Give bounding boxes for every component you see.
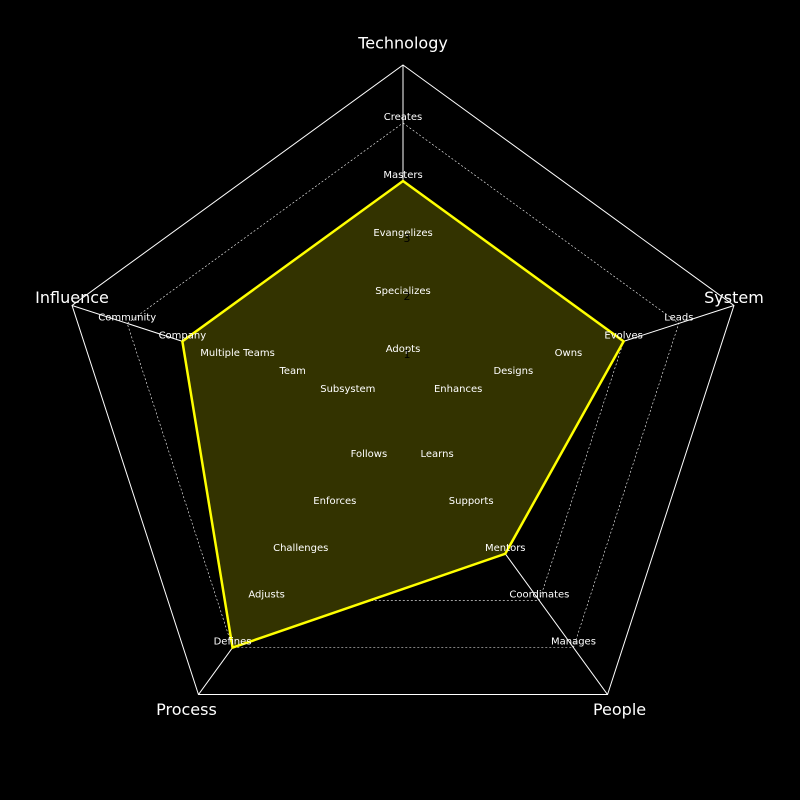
- axis-title-technology: Technology: [357, 34, 448, 53]
- level-label-influence: Subsystem: [320, 384, 375, 395]
- axis-title-system: System: [704, 288, 764, 307]
- level-labels: Adopts Specializes Evangelizes Masters Creat…: [98, 112, 693, 648]
- series-area-0: [180, 179, 626, 650]
- series-layer: [180, 179, 626, 650]
- level-label-people: Manages: [551, 637, 596, 648]
- axis-titles: Technology System People Process Influence: [35, 34, 764, 720]
- level-label-people: Supports: [449, 496, 494, 507]
- level-label-system: Owns: [555, 348, 583, 359]
- level-label-technology: Creates: [384, 112, 422, 123]
- level-label-influence: Team: [278, 366, 305, 377]
- level-label-system: Enhances: [434, 384, 482, 395]
- level-label-influence: Multiple Teams: [200, 348, 275, 359]
- axis-title-influence: Influence: [35, 288, 109, 307]
- tick-label: 3: [404, 232, 411, 245]
- tick-labels: 1 2 3: [404, 232, 411, 361]
- level-label-process: Challenges: [273, 543, 328, 554]
- level-label-technology: Adopts: [386, 344, 421, 355]
- tick-label: 1: [404, 348, 411, 361]
- level-label-process: Enforces: [313, 496, 356, 507]
- tick-label: 2: [404, 290, 411, 303]
- axis-title-people: People: [593, 700, 646, 719]
- level-label-process: Adjusts: [248, 590, 284, 601]
- level-label-people: Coordinates: [509, 590, 569, 601]
- axis-title-process: Process: [156, 700, 217, 719]
- level-label-system: Designs: [493, 366, 533, 377]
- level-label-process: Follows: [351, 449, 388, 460]
- level-label-people: Mentors: [485, 543, 525, 554]
- outer-frame: [71, 64, 735, 696]
- level-label-technology: Specializes: [375, 286, 430, 297]
- grid-ring-5: [126, 122, 680, 648]
- level-label-system: Evolves: [604, 330, 642, 341]
- level-label-system: Leads: [664, 312, 693, 323]
- level-label-technology: Evangelizes: [373, 228, 432, 239]
- level-label-process: Defines: [214, 637, 252, 648]
- level-label-influence: Company: [159, 330, 207, 341]
- level-label-influence: Community: [98, 312, 156, 323]
- level-label-technology: Masters: [383, 170, 422, 181]
- level-label-people: Learns: [421, 449, 454, 460]
